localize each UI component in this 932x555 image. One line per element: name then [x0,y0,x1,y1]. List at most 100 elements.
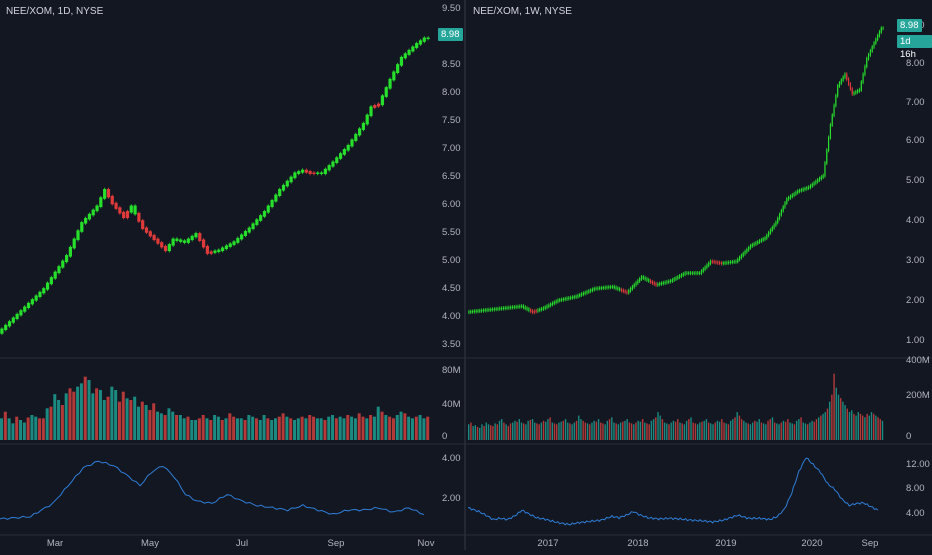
volume-bar [216,416,220,440]
candle-body [593,287,595,291]
volume-bar [833,373,835,440]
candle-body [613,286,615,289]
candle-body [580,293,583,296]
candle-body [611,286,614,288]
candle-body [709,260,712,265]
candle-body [57,266,61,274]
candle-body [553,301,555,305]
candle-body [316,172,320,174]
candle-body [624,290,626,293]
candle-body [182,240,187,243]
volume-bar [558,422,560,440]
volume-bar [365,418,369,440]
volume-bar [877,417,879,440]
volume-bar [842,401,844,440]
candle-body [773,224,775,229]
candle-body [815,180,817,184]
candle-body [682,273,684,276]
volume-bar [53,394,57,440]
candle-body [557,299,559,303]
candle-body [87,213,92,220]
volume-bar [822,413,824,440]
candle-body [399,56,404,66]
left-symbol-label[interactable]: NEE/XOM, 1D, NYSE [6,6,104,17]
candle-body [411,46,415,52]
volume-bar [509,423,512,440]
volume-bar [639,421,642,440]
candle-body [144,227,149,233]
volume-bar [855,415,857,440]
volume-bar [681,423,683,440]
volume-bar [470,422,472,440]
right-symbol-label[interactable]: NEE/XOM, 1W, NYSE [473,6,572,17]
volume-bar [857,412,859,440]
volume-bar [613,422,615,440]
candle-body [664,281,666,284]
volume-bar [407,416,411,440]
candle-body [338,153,343,159]
volume-bar [72,391,76,440]
candle-body [535,310,537,313]
volume-bar [551,422,554,440]
volume-bar [859,413,862,440]
candle-body [285,180,289,187]
candle-body [590,289,592,292]
volume-bar [338,416,342,440]
candle-body [617,287,619,290]
candle-body [702,268,704,272]
volume-bar [769,419,771,440]
volume-bar [296,418,300,440]
volume-bar [376,406,380,440]
candle-body [778,213,781,220]
volume-bar [635,422,637,440]
candle-body [497,308,499,310]
indicator-tick-label: 8.00 [906,483,925,494]
volume-bar [641,419,644,440]
candle-body [600,287,603,289]
volume-bar [34,416,38,440]
volume-bar [778,424,780,440]
volume-bar [692,422,694,440]
candle-body [415,43,419,48]
volume-bar [846,408,848,440]
volume-bar [738,415,741,440]
candle-body [236,237,240,243]
candle-body [190,235,194,241]
volume-bar [277,416,281,440]
volume-bar [49,406,53,440]
volume-bar [663,422,666,440]
candle-body [695,272,697,274]
volume-bar [839,398,842,440]
volume-bar [476,426,479,440]
candle-body [471,310,474,313]
volume-bar [372,416,376,440]
candle-body [808,186,810,189]
volume-bar [232,416,236,440]
volume-bar [817,417,820,440]
candle-body [829,124,832,139]
candle-body [524,306,526,309]
volume-bar [844,405,846,440]
candle-body [862,73,864,83]
candle-body [584,291,586,295]
volume-bar [125,398,129,440]
volume-bar [864,417,866,440]
volume-bar [79,383,83,440]
candle-body [319,172,324,174]
candle-body [653,282,655,285]
candle-body [675,277,677,280]
candle-body [660,282,663,285]
volume-bar [831,394,833,440]
candle-body [882,27,884,30]
volume-bar [403,413,407,440]
volume-bar [3,411,7,440]
volume-bar [384,415,388,440]
volume-bar [725,423,727,440]
candle-body [510,306,512,309]
volume-bar [11,423,15,440]
candle-body [857,90,859,93]
volume-tick-label: 0 [906,431,911,442]
candle-body [769,229,772,234]
